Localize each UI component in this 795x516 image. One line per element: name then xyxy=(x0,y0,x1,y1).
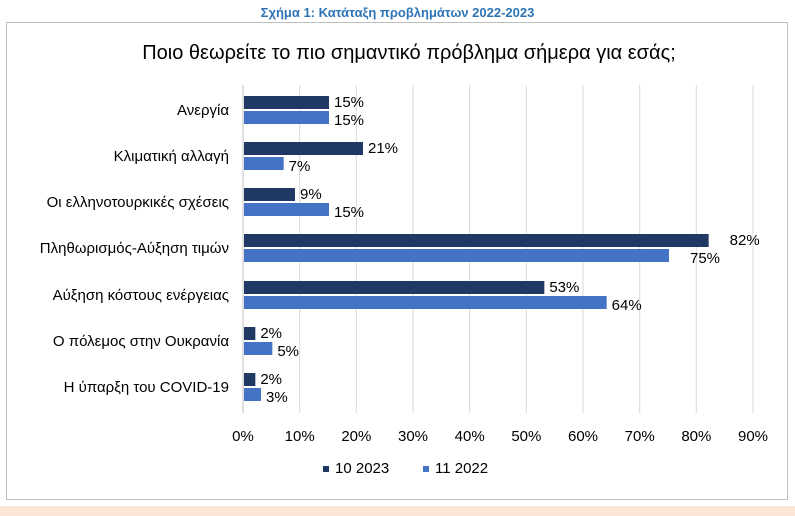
legend-swatch xyxy=(423,466,429,472)
data-label: 7% xyxy=(289,158,311,175)
legend-swatch xyxy=(323,466,329,472)
bar-2022 xyxy=(244,249,669,262)
bar-2023 xyxy=(244,281,545,294)
data-label: 21% xyxy=(368,140,398,157)
x-tick-label: 80% xyxy=(681,428,711,445)
data-label: 15% xyxy=(334,204,364,221)
chart-title: Ποιο θεωρείτε το πιο σημαντικό πρόβλημα … xyxy=(142,42,676,64)
data-label: 15% xyxy=(334,112,364,129)
category-label: Η ύπαρξη του COVID-19 xyxy=(64,379,229,396)
legend-item-2023[interactable]: 10 2023 xyxy=(323,460,389,477)
x-tick-label: 20% xyxy=(341,428,371,445)
bar-2022 xyxy=(244,388,261,401)
bar-2023 xyxy=(244,96,329,109)
bar-2023 xyxy=(244,142,363,155)
legend-label: 11 2022 xyxy=(435,460,488,477)
category-label: Πληθωρισμός-Αύξηση τιμών xyxy=(40,240,229,257)
x-tick-label: 90% xyxy=(738,428,768,445)
category-label: Ανεργία xyxy=(177,102,229,119)
x-tick-label: 60% xyxy=(568,428,598,445)
bar-chart: Ποιο θεωρείτε το πιο σημαντικό πρόβλημα … xyxy=(40,42,768,477)
data-label: 53% xyxy=(549,279,579,296)
bars xyxy=(244,96,709,401)
bar-2022 xyxy=(244,203,329,216)
bar-2023 xyxy=(244,234,709,247)
data-label: 82% xyxy=(730,232,760,249)
chart-frame: Ποιο θεωρείτε το πιο σημαντικό πρόβλημα … xyxy=(6,22,788,500)
figure-caption: Σχήμα 1: Κατάταξη προβλημάτων 2022-2023 xyxy=(260,5,535,20)
bar-2022 xyxy=(244,157,284,170)
bar-2023 xyxy=(244,327,256,340)
legend-label: 10 2023 xyxy=(335,460,389,477)
data-label: 2% xyxy=(260,371,282,388)
x-tick-label: 10% xyxy=(285,428,315,445)
legend-item-2022[interactable]: 11 2022 xyxy=(423,460,488,477)
category-label: Αύξηση κόστους ενέργειας xyxy=(53,287,229,304)
data-label: 15% xyxy=(334,94,364,111)
data-label: 64% xyxy=(612,297,642,314)
x-tick-label: 50% xyxy=(511,428,541,445)
data-label: 9% xyxy=(300,186,322,203)
x-tick-label: 70% xyxy=(625,428,655,445)
x-tick-label: 40% xyxy=(455,428,485,445)
bar-2022 xyxy=(244,342,273,355)
bar-2023 xyxy=(244,188,295,201)
x-tick-label: 0% xyxy=(232,428,254,445)
bar-2022 xyxy=(244,111,329,124)
bar-2023 xyxy=(244,373,256,386)
category-label: Κλιματική αλλαγή xyxy=(114,148,229,165)
category-label: Οι ελληνοτουρκικές σχέσεις xyxy=(47,194,229,211)
data-label: 3% xyxy=(266,389,288,406)
bar-2022 xyxy=(244,296,607,309)
labels: 0% 10% 20% 30% 40% 50% 60% 70% 80% 90%Ανεργία 15%1… xyxy=(40,94,768,445)
data-label: 75% xyxy=(690,250,720,267)
category-label: Ο πόλεμος στην Ουκρανία xyxy=(53,333,229,350)
bottom-band xyxy=(0,506,795,516)
data-label: 5% xyxy=(277,343,299,360)
data-label: 2% xyxy=(260,325,282,342)
legend[interactable]: 10 2023 11 2022 xyxy=(323,460,488,477)
x-tick-label: 30% xyxy=(398,428,428,445)
